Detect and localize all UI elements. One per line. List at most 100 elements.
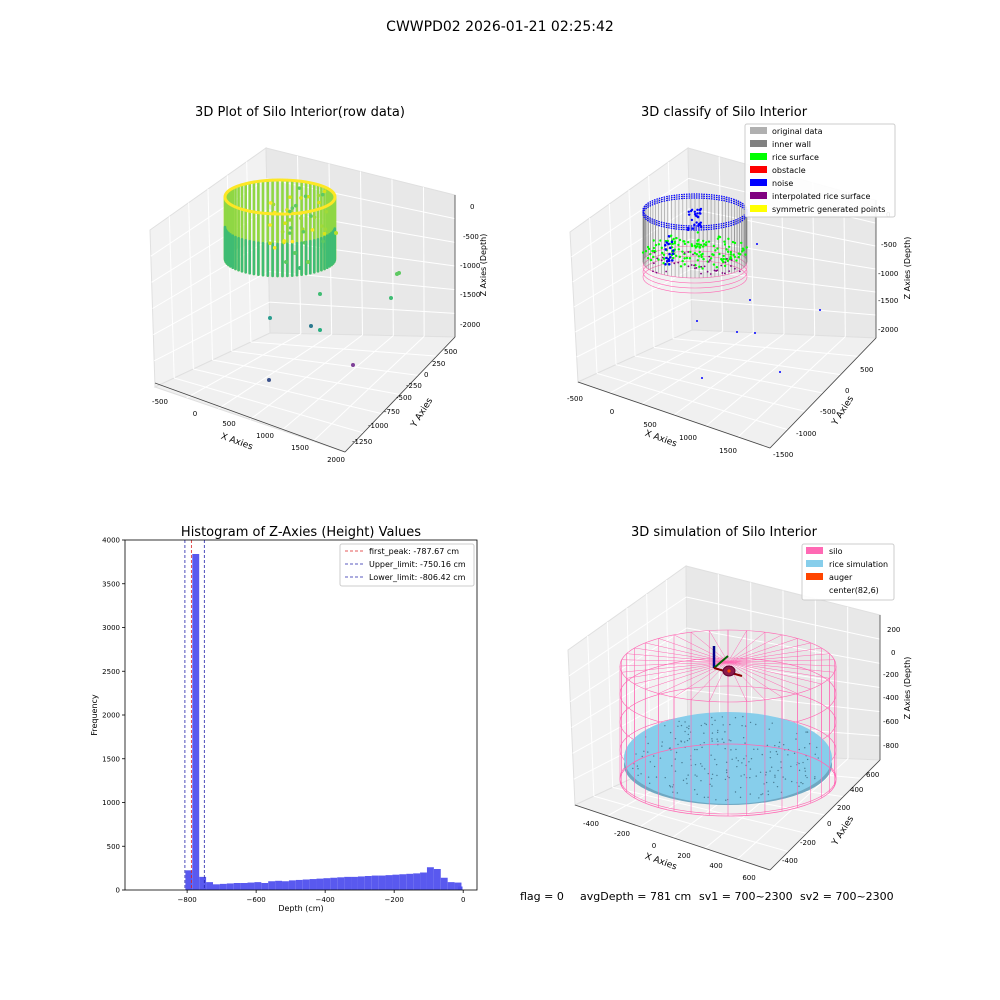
classify-noise-point	[687, 210, 691, 213]
sim-rice-point	[814, 753, 816, 755]
sim-silo-roof-wire	[727, 630, 747, 663]
sim-rice-point	[736, 765, 738, 768]
classify-x-tick: -500	[567, 395, 583, 403]
hist-bar	[185, 870, 193, 890]
classify-legend-label: interpolated rice surface	[772, 192, 870, 201]
raw-outlier-point	[389, 296, 393, 300]
hist-bar	[371, 875, 379, 890]
sim-legend-label: silo	[829, 547, 843, 556]
sim-silo-bottom-ring	[619, 743, 837, 817]
classify-interp-point	[721, 272, 724, 274]
raw-point	[268, 201, 273, 205]
classify-rice-point	[729, 255, 732, 259]
sim-rice-point	[731, 758, 733, 760]
raw-outlier-point	[306, 260, 310, 264]
classify-y-tick: 0	[845, 387, 849, 395]
sim-rice-point	[808, 743, 811, 745]
raw-z-tick-labels: 0 -500 -1000 -1500 -2000	[460, 203, 480, 329]
sim-rice-point	[806, 758, 809, 761]
classify-rice-point	[673, 240, 677, 243]
classify-interp-point	[693, 264, 696, 267]
hist-y-tick-label: 2500	[102, 668, 120, 676]
sim-z-tick: -400	[883, 694, 899, 702]
sim-rice-point	[721, 738, 723, 740]
classify-interp-point	[715, 270, 718, 272]
sim-x-tick: 0	[652, 842, 656, 850]
sim-rice-point	[778, 746, 780, 748]
classify-rice-point	[651, 249, 654, 253]
classify-rice-point	[696, 231, 700, 234]
sim-rice-point	[640, 773, 642, 775]
classify-interp-point	[687, 265, 690, 268]
raw-point	[282, 239, 287, 243]
classify-interp-point	[677, 261, 680, 264]
classify-noise-point	[667, 242, 670, 246]
sim-scene	[619, 629, 837, 817]
sim-rice-point	[674, 737, 677, 740]
classify-z-tick: -1000	[878, 270, 898, 278]
classify-interp-point	[661, 256, 664, 259]
hist-bar	[275, 880, 283, 890]
hist-x-tick-label: −800	[178, 896, 197, 904]
raw-y-tick: 250	[432, 360, 445, 368]
panel-simulation-3d: 3D simulation of Silo Interior -400 -200…	[567, 525, 912, 882]
classify-rice-point	[729, 250, 733, 254]
sim-rice-point	[648, 782, 651, 784]
classify-rice-point	[701, 245, 705, 248]
raw-point	[280, 229, 285, 234]
classify-rice-point	[661, 251, 664, 255]
hist-bar	[406, 873, 414, 890]
sim-auger-center	[727, 669, 731, 673]
classify-rice-point	[741, 250, 744, 253]
raw-outlier-point	[267, 378, 271, 382]
classify-rice-point	[657, 243, 661, 246]
sim-rice-point	[672, 791, 674, 793]
raw-point	[293, 203, 298, 208]
sim-legend-swatch	[806, 547, 823, 554]
sim-legend-label: auger	[829, 573, 853, 582]
sim-rice-point	[765, 771, 767, 774]
classify-z-tick: -2000	[878, 326, 898, 334]
sim-z-tick: 200	[887, 626, 900, 634]
classify-legend-label: rice surface	[772, 153, 819, 162]
sim-silo-roof-wire	[727, 661, 811, 690]
sim-rice-point	[798, 769, 801, 772]
raw-z-tick: -1500	[460, 291, 480, 299]
classify-rice-point	[683, 242, 687, 246]
hist-x-tick-label: −200	[385, 896, 404, 904]
classify-interp-point	[724, 261, 727, 264]
sim-silo-roof-wire	[727, 642, 811, 663]
raw-x-tick: 2000	[327, 456, 345, 464]
classify-interp-point	[709, 273, 712, 275]
classify-x-tick: 500	[643, 421, 656, 429]
sim-rice-point	[769, 756, 772, 759]
classify-rice-point	[644, 249, 648, 253]
raw-panes	[149, 147, 457, 453]
classify-legend-swatch	[750, 179, 767, 186]
sim-rice-point	[707, 796, 709, 798]
raw-point	[297, 186, 302, 190]
raw-outlier-point	[298, 266, 302, 270]
hist-plot-area	[125, 540, 477, 890]
sim-rice-point	[636, 765, 639, 767]
sim-rice-point	[716, 738, 718, 740]
sim-title: 3D simulation of Silo Interior	[631, 525, 818, 540]
sim-rice-point	[753, 748, 755, 750]
classify-noise-point	[671, 259, 674, 262]
panel-histogram: Histogram of Z-Axies (Height) Values −80…	[90, 525, 478, 913]
raw-x-tick: 1500	[291, 444, 309, 452]
sim-rice-point	[715, 799, 717, 801]
raw-point	[302, 240, 307, 245]
sim-rice-point	[664, 776, 666, 779]
raw-point	[272, 210, 277, 215]
classify-noise-point	[693, 210, 697, 213]
sim-rice-point	[778, 741, 781, 744]
classify-rice-point	[649, 252, 652, 256]
sim-auger-axis-y	[713, 655, 729, 669]
classify-rice-point	[647, 247, 651, 251]
hist-bar	[192, 554, 200, 890]
sim-rice-point	[687, 727, 690, 730]
hist-bar	[399, 874, 407, 890]
classify-rice-point	[733, 241, 737, 245]
classify-rice-point	[723, 264, 727, 268]
